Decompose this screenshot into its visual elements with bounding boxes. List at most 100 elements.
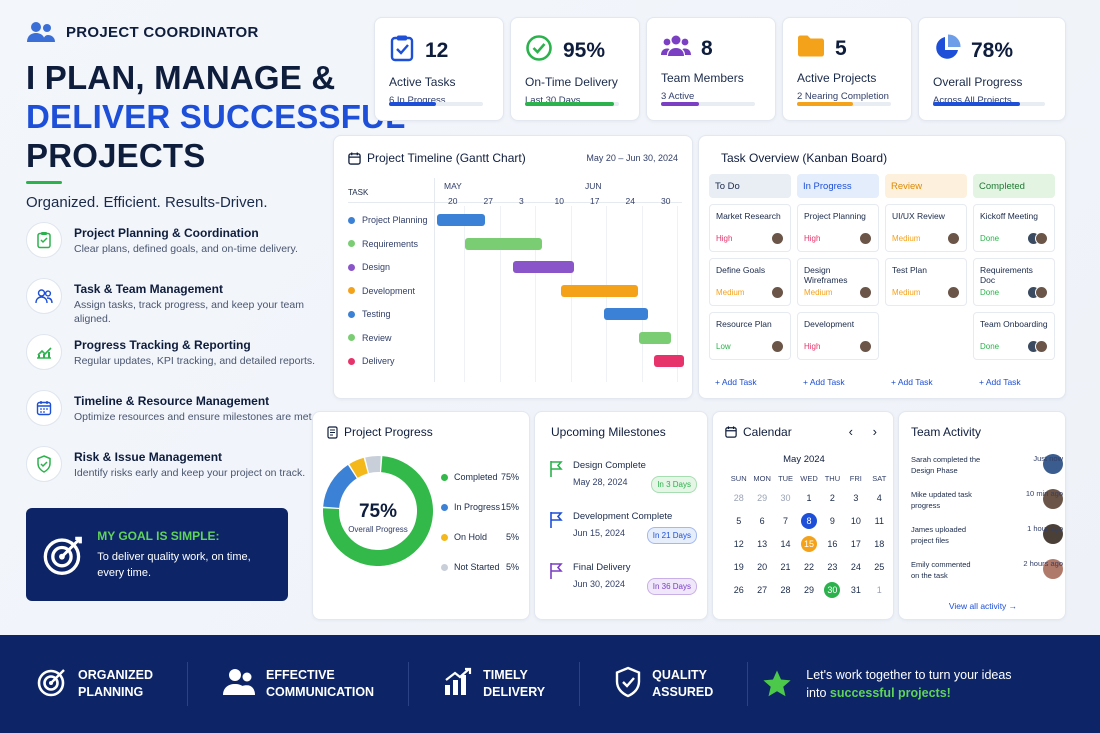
kanban-title: Task Overview (Kanban Board) [721, 151, 888, 165]
footer-item-line2: PLANNING [78, 685, 144, 699]
calendar-day[interactable]: 18 [874, 539, 885, 549]
gantt-bar[interactable] [603, 308, 649, 320]
kanban-card[interactable]: Design Wireframes Medium [797, 258, 879, 306]
donut-segment-completed [323, 456, 433, 566]
gantt-task-row: Delivery [348, 356, 395, 366]
gantt-bar[interactable] [465, 237, 542, 250]
calendar-day[interactable]: 1 [876, 585, 882, 595]
stat-progress-bar [797, 102, 891, 106]
gantt-separator [434, 178, 435, 382]
calendar-day[interactable]: 15 [800, 536, 817, 552]
view-all-activity-link[interactable]: View all activity → [948, 601, 1018, 611]
gantt-gridline [499, 206, 501, 382]
calendar-day[interactable]: 10 [850, 516, 861, 526]
kanban-card[interactable]: UI/UX Review Medium [885, 204, 967, 252]
gantt-task-row: Testing [348, 309, 391, 319]
calendar-title-row: Calendar [725, 425, 792, 439]
gantt-bar[interactable] [561, 284, 638, 297]
calendar-day[interactable]: 24 [850, 562, 861, 572]
stat-progress-bar [661, 102, 755, 106]
avatar [1043, 559, 1063, 579]
target-icon [43, 536, 82, 575]
calendar-day[interactable]: 22 [803, 562, 814, 572]
calendar-day[interactable]: 30 [780, 493, 791, 503]
calendar-day[interactable]: 12 [733, 539, 744, 549]
milestone-due-badge: In 3 Days [651, 476, 697, 493]
kanban-card[interactable]: Resource Plan Low [709, 312, 791, 360]
headline-line-2: DELIVER SUCCESSFUL [26, 98, 406, 135]
gantt-bar[interactable] [437, 214, 485, 226]
prev-month-button[interactable]: ‹ [848, 424, 853, 439]
kanban-card[interactable]: Kickoff Meeting Done [973, 204, 1055, 252]
gantt-bar[interactable] [513, 261, 574, 273]
calendar-day[interactable]: 29 [757, 493, 768, 503]
calendar-day[interactable]: 20 [757, 562, 768, 572]
calendar-day[interactable]: 4 [876, 493, 882, 503]
next-month-button[interactable]: › [872, 424, 877, 439]
calendar-day[interactable]: 28 [733, 493, 744, 503]
footer-item-line1: QUALITY [652, 668, 708, 682]
calendar-day[interactable]: 13 [757, 539, 768, 549]
star-icon [763, 670, 791, 697]
add-task-button[interactable]: + Add Task [803, 377, 845, 387]
kanban-card[interactable]: Market Research High [709, 204, 791, 252]
kanban-card[interactable]: Project Planning High [797, 204, 879, 252]
chart-icon [26, 334, 62, 370]
add-task-button[interactable]: + Add Task [715, 377, 757, 387]
calendar-day[interactable]: 27 [757, 585, 768, 595]
stat-progress-bar [525, 102, 619, 106]
kanban-card[interactable]: Test Plan Medium [885, 258, 967, 306]
stat-label: Active Projects [797, 71, 877, 85]
cta-line1: Let's work together to turn your ideas [806, 668, 1012, 682]
activity-text: Mike updated task progress [911, 490, 972, 510]
calendar-day[interactable]: 26 [733, 585, 744, 595]
calendar-grid: SUN MON TUE WED THU FRI SAT 28 29 30 1 2 3 4 5 6 7 8 9 10 11… [727, 474, 891, 598]
calendar-day[interactable]: 9 [829, 516, 835, 526]
kanban-column: Completed Kickoff Meeting Done Requirements… [973, 174, 1055, 360]
kanban-card[interactable]: Requirements Doc Done [973, 258, 1055, 306]
calendar-day[interactable]: 17 [850, 539, 861, 549]
calendar-day[interactable]: 2 [829, 493, 835, 503]
stat-label: Active Tasks [389, 75, 456, 89]
avatar [1043, 524, 1063, 544]
legend-dot [441, 563, 448, 571]
calendar-day[interactable]: 11 [874, 516, 884, 526]
add-task-button[interactable]: + Add Task [891, 377, 933, 387]
calendar-day[interactable]: 19 [733, 562, 744, 572]
calendar-day[interactable]: 3 [853, 493, 859, 503]
calendar-day[interactable]: 6 [759, 516, 765, 526]
stat-value: 95% [563, 38, 606, 62]
calendar-day[interactable]: 14 [780, 539, 791, 549]
feature-list: Project Planning & Coordination Clear pla… [26, 222, 316, 502]
gantt-bar[interactable] [653, 355, 684, 367]
kanban-card[interactable]: Define Goals Medium [709, 258, 791, 306]
calendar-icon [725, 426, 737, 438]
milestone-name: Final Delivery [573, 562, 631, 573]
kanban-card-title: Test Plan [892, 265, 927, 275]
calendar-day[interactable]: 29 [803, 585, 814, 595]
calendar-day[interactable]: 23 [827, 562, 838, 572]
feature-item: Project Planning & Coordination Clear pla… [26, 222, 316, 268]
priority-label: High [804, 342, 821, 351]
calendar-day[interactable]: 8 [800, 513, 817, 529]
calendar-day[interactable]: 5 [736, 516, 742, 526]
add-task-button[interactable]: + Add Task [979, 377, 1021, 387]
calendar-day[interactable]: 25 [874, 562, 885, 572]
calendar-day[interactable]: 16 [827, 539, 838, 549]
calendar-day[interactable]: 21 [780, 562, 791, 572]
gantt-bar[interactable] [639, 331, 672, 344]
calendar-day[interactable]: 7 [783, 516, 789, 526]
stat-progress-bar [389, 102, 483, 106]
calendar-day[interactable]: 28 [780, 585, 791, 595]
task-dot [348, 263, 355, 271]
team-icon [222, 668, 256, 701]
legend-label: In Progress [454, 502, 501, 512]
priority-label: Done [980, 288, 1000, 297]
kanban-card[interactable]: Team Onboarding Done [973, 312, 1055, 360]
calendar-day[interactable]: 30 [824, 582, 841, 598]
footer-item-line1: TIMELY [483, 668, 528, 682]
avatar [859, 340, 872, 353]
kanban-card[interactable]: Development High [797, 312, 879, 360]
calendar-day[interactable]: 31 [850, 585, 861, 595]
calendar-day[interactable]: 1 [806, 493, 812, 503]
